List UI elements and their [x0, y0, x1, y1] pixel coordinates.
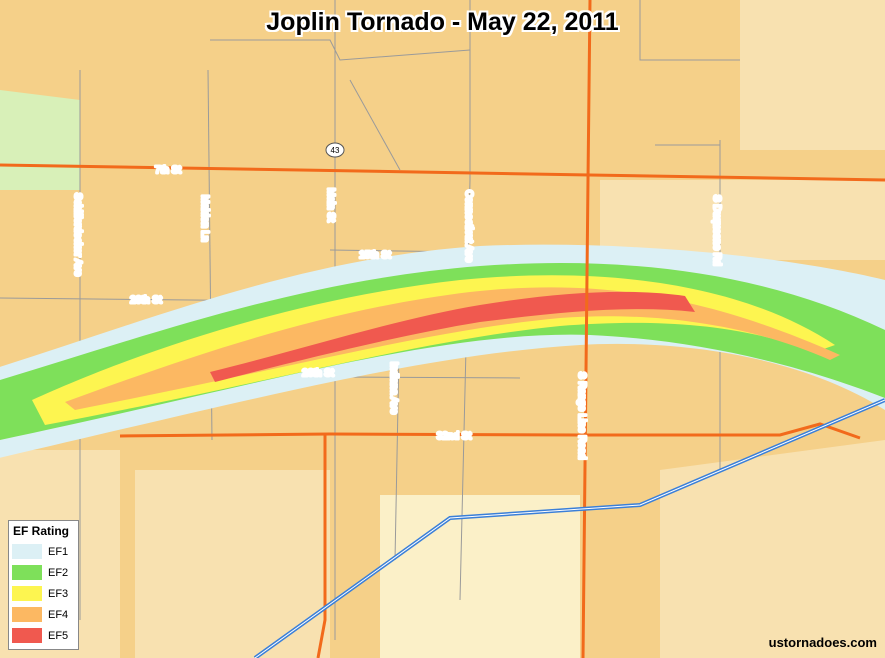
legend: EF Rating EF1 EF2 EF3 EF4 EF5: [8, 520, 79, 650]
legend-swatch-ef5: [12, 628, 42, 643]
legend-item-ef5: EF5: [12, 625, 78, 646]
street-schifferdecker-ave: Schifferdecker Ave: [72, 193, 83, 276]
street-indiana-ave: Indiana Ave: [388, 362, 399, 415]
legend-label-ef1: EF1: [48, 545, 69, 558]
route-shield: 43: [325, 142, 345, 158]
legend-swatch-ef2: [12, 565, 42, 580]
legend-item-ef3: EF3: [12, 583, 78, 604]
map-title: Joplin Tornado - May 22, 2011: [266, 8, 619, 36]
street-connecticut-ave: Connecticut Ave: [463, 190, 474, 263]
legend-item-ef1: EF1: [12, 541, 78, 562]
street-s-duquesne-rd: S Duquesne Rd: [711, 195, 722, 266]
street-20th-st: 20th St: [130, 295, 162, 306]
credit-text: ustornadoes.com: [768, 635, 877, 650]
legend-label-ef5: EF5: [48, 629, 69, 642]
legend-label-ef3: EF3: [48, 587, 69, 600]
road-7th-st: [0, 163, 885, 182]
legend-label-ef4: EF4: [48, 608, 69, 621]
street-maiden-ln: Maiden Ln: [199, 195, 210, 242]
land-area-ne: [740, 0, 885, 150]
street-26th-st: 26th St: [302, 368, 334, 379]
street-15th-st: 15th St: [359, 250, 391, 261]
route-shield-label: 43: [331, 146, 340, 155]
land-area-south: [380, 495, 580, 658]
legend-swatch-ef3: [12, 586, 42, 601]
legend-label-ef2: EF2: [48, 566, 69, 579]
street-7th-st: 7th St: [155, 165, 181, 176]
railway: [253, 398, 885, 658]
road-main-south: [316, 434, 327, 658]
street-s-range-line-road: S Range Line Road: [576, 372, 587, 459]
land-area-s: [135, 470, 330, 658]
legend-title: EF Rating: [13, 524, 69, 538]
legend-item-ef2: EF2: [12, 562, 78, 583]
road-s-range-line: [581, 0, 592, 658]
legend-swatch-ef1: [12, 544, 42, 559]
street-main-st: Main St: [325, 188, 336, 222]
land-area-se: [660, 440, 885, 658]
legend-item-ef4: EF4: [12, 604, 78, 625]
ef5-band: [210, 291, 695, 382]
street-32nd-st: 32nd St: [437, 431, 472, 442]
legend-swatch-ef4: [12, 607, 42, 622]
land-area-east: [600, 180, 885, 260]
park-area-west: [0, 90, 80, 190]
